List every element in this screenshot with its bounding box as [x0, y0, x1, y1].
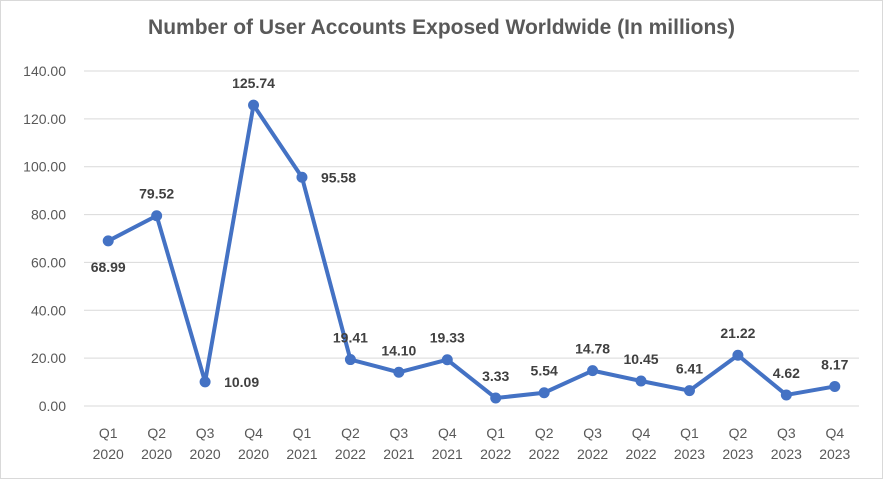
data-label: 6.41 — [676, 361, 703, 377]
x-tick-label-quarter: Q3 — [583, 425, 602, 441]
y-tick-label: 80.00 — [31, 207, 66, 223]
x-tick-label-year: 2020 — [93, 446, 124, 462]
x-tick-label-quarter: Q2 — [535, 425, 554, 441]
x-tick-label-year: 2022 — [529, 446, 560, 462]
x-tick-label-quarter: Q4 — [825, 425, 844, 441]
data-label: 14.10 — [381, 342, 416, 358]
data-point — [248, 99, 260, 111]
data-label: 10.45 — [624, 351, 659, 367]
y-tick-label: 40.00 — [31, 302, 66, 318]
x-tick-label-quarter: Q2 — [341, 425, 360, 441]
x-tick-label-year: 2020 — [141, 446, 172, 462]
series-line — [106, 103, 837, 401]
x-tick-label-quarter: Q4 — [438, 425, 457, 441]
data-label: 5.54 — [531, 363, 558, 379]
data-point — [780, 389, 792, 401]
x-tick-label-quarter: Q2 — [147, 425, 166, 441]
y-tick-label: 0.00 — [39, 398, 66, 414]
data-point — [587, 365, 599, 377]
data-label: 3.33 — [482, 368, 509, 384]
data-label: 95.58 — [321, 169, 356, 185]
data-label: 21.22 — [720, 325, 755, 341]
data-point — [635, 375, 647, 387]
data-point — [102, 235, 114, 247]
data-point — [296, 171, 308, 183]
data-label: 125.74 — [232, 75, 275, 91]
data-point — [732, 349, 744, 361]
x-tick-label-year: 2023 — [771, 446, 802, 462]
x-tick-label-year: 2020 — [190, 446, 221, 462]
x-tick-label-year: 2020 — [238, 446, 269, 462]
x-tick-label-year: 2022 — [335, 446, 366, 462]
chart-title: Number of User Accounts Exposed Worldwid… — [148, 16, 735, 39]
data-label: 68.99 — [91, 259, 126, 275]
x-tick-label-year: 2021 — [432, 446, 463, 462]
data-point — [490, 392, 502, 404]
x-tick-label-quarter: Q4 — [632, 425, 651, 441]
x-tick-label-quarter: Q3 — [196, 425, 215, 441]
data-label: 14.78 — [575, 341, 610, 357]
data-point — [538, 387, 550, 399]
y-tick-label: 60.00 — [31, 254, 66, 270]
x-tick-label-year: 2023 — [722, 446, 753, 462]
data-label: 8.17 — [821, 356, 848, 372]
x-tick-label-quarter: Q1 — [486, 425, 505, 441]
y-tick-label: 140.00 — [23, 63, 66, 79]
y-tick-label: 20.00 — [31, 350, 66, 366]
x-tick-label-quarter: Q1 — [293, 425, 312, 441]
x-tick-label-year: 2021 — [286, 446, 317, 462]
x-tick-label-year: 2022 — [625, 446, 656, 462]
data-point — [151, 210, 163, 222]
y-tick-label: 100.00 — [23, 159, 66, 175]
data-point — [199, 376, 211, 388]
data-point — [829, 380, 841, 392]
data-label: 19.41 — [333, 330, 368, 346]
x-tick-label-quarter: Q1 — [99, 425, 118, 441]
y-tick-label: 120.00 — [23, 111, 66, 127]
x-tick-label-quarter: Q3 — [390, 425, 409, 441]
x-tick-label-quarter: Q2 — [729, 425, 748, 441]
data-label: 10.09 — [224, 374, 259, 390]
data-point — [393, 366, 405, 378]
data-label: 4.62 — [773, 365, 800, 381]
x-tick-label-quarter: Q4 — [244, 425, 263, 441]
x-tick-label-year: 2023 — [674, 446, 705, 462]
data-point — [441, 354, 453, 366]
x-tick-label-year: 2021 — [383, 446, 414, 462]
x-tick-label-year: 2022 — [577, 446, 608, 462]
x-tick-label-year: 2023 — [819, 446, 850, 462]
x-tick-label-year: 2022 — [480, 446, 511, 462]
data-point — [344, 354, 356, 366]
data-label: 19.33 — [430, 330, 465, 346]
data-label: 79.52 — [139, 186, 174, 202]
data-point — [683, 385, 695, 397]
x-tick-label-quarter: Q1 — [680, 425, 699, 441]
x-tick-label-quarter: Q3 — [777, 425, 796, 441]
